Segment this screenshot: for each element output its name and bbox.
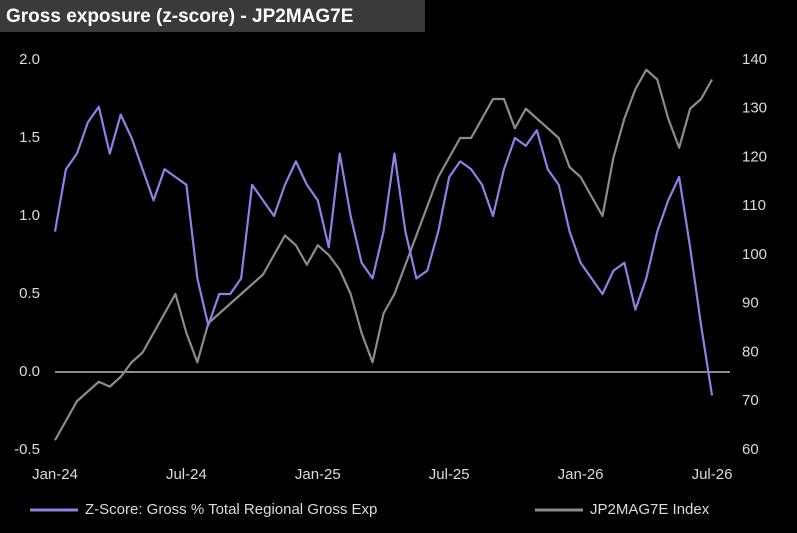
series-line [53,105,714,396]
y-tick-label: 0.5 [19,285,40,302]
x-tick-label: Jul-26 [692,466,733,483]
y2-tick-label: 80 [742,343,759,360]
x-tick-label: Jan-26 [558,466,604,483]
y2-tick-label: 140 [742,51,767,68]
y-tick-label: 2.0 [19,51,40,68]
y-tick-label: 1.0 [19,207,40,224]
title-bar [0,0,425,32]
y2-tick-label: 70 [742,392,759,409]
series-line [54,68,713,441]
y2-tick-label: 60 [742,441,759,458]
x-tick-label: Jan-24 [32,466,78,483]
legend-label: JP2MAG7E Index [590,501,710,518]
y-tick-label: -0.5 [14,441,40,458]
legend-label: Z-Score: Gross % Total Regional Gross Ex… [85,501,377,518]
y2-tick-label: 100 [742,246,767,263]
y-tick-label: 1.5 [19,129,40,146]
x-tick-label: Jul-25 [429,466,470,483]
x-tick-label: Jul-24 [166,466,207,483]
chart-title: Gross exposure (z-score) - JP2MAG7E [6,6,353,27]
y2-tick-label: 110 [742,197,766,214]
x-tick-label: Jan-25 [295,466,341,483]
y2-tick-label: 130 [742,100,767,117]
y2-tick-label: 120 [742,148,767,165]
y2-tick-label: 90 [742,295,759,312]
y-tick-label: 0.0 [19,363,40,380]
